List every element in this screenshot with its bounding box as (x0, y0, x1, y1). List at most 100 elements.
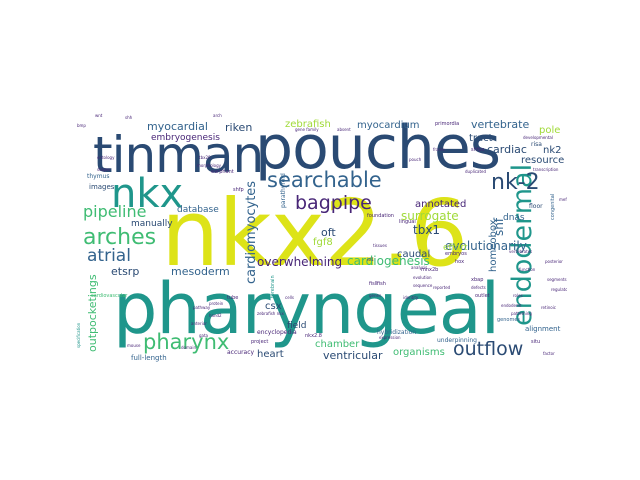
word-lingual: lingual (399, 219, 416, 225)
word-protein: protein (209, 301, 224, 306)
word-outlet: outlet (475, 293, 490, 299)
word-duplicated: duplicated (465, 169, 487, 174)
word-nk-2: nk-2 (491, 170, 540, 195)
word-reported: reported (433, 285, 451, 290)
word-mesoderm: mesoderm (171, 265, 230, 278)
word-pharynx: pharynx (143, 330, 230, 354)
word-csx: csx (265, 301, 282, 312)
word-nkx2-8: nkx2.8 (305, 333, 322, 339)
word-cloud: nkx2.6 pharyngeal pouches tinman nkx sea… (73, 108, 567, 374)
word-patterning: patterning (511, 311, 532, 316)
word-effort: effort (443, 243, 468, 253)
word-genomes: genomes (497, 317, 521, 323)
word-risa: risa (531, 141, 542, 148)
word-absent: absent (337, 127, 351, 132)
word-fgf8: fgf8 (313, 237, 333, 248)
word-cardiac: cardiac (487, 143, 527, 156)
word-retinoic: retinoic (541, 305, 556, 310)
word-developmental: developmental (523, 135, 553, 140)
word-identity: identity (403, 295, 419, 300)
word-shfps: shfps (471, 147, 485, 153)
word-alignment: alignment (525, 325, 561, 333)
word-chamber: chamber (315, 339, 360, 350)
word-xbap: xbap (471, 277, 484, 283)
word-encyclopedia: encyclopedia (257, 329, 297, 336)
word-vertebrate: vertebrate (471, 118, 530, 131)
word-floor: floor (529, 203, 543, 210)
word-arch: arch (213, 113, 222, 118)
word-isl1: isl1 (367, 257, 374, 262)
word-earphant: earphant (211, 169, 234, 175)
word-frame: frame (433, 147, 445, 152)
word-expression: expression (379, 335, 401, 340)
word-outpocketings: outpocketings (86, 274, 99, 352)
word-regulator: regulator (551, 287, 567, 292)
word-domain: domain (181, 345, 196, 350)
word-fish: fish (377, 281, 386, 287)
word-tinman: tinman (93, 126, 264, 184)
word-evolutionarily: evolutionarily (445, 239, 527, 253)
word-nkx: nkx (111, 171, 184, 217)
word-database: database (177, 205, 219, 215)
word-hybridization: hybridization (377, 329, 417, 336)
word-pathway: pathway (193, 305, 211, 310)
word-zebrafish-nkx: zebrafish nkx (257, 311, 284, 316)
word-tbx20: tbx20 (199, 155, 211, 160)
word-manually: manually (131, 219, 173, 229)
word-zebrafish: zebrafish (285, 119, 331, 130)
word-surrogate: surrogate (401, 209, 459, 223)
word-morphology: morphology (197, 163, 221, 168)
word-accuracy: accuracy (227, 349, 255, 356)
word-anterior: anterior (191, 321, 207, 326)
word-gata: gata (199, 333, 209, 338)
word-field: field (287, 321, 307, 331)
word-riken: riken (225, 121, 253, 134)
word-images: images (89, 183, 115, 191)
word-sequence: sequence (413, 283, 433, 288)
word-endoderm: endoderm (501, 303, 522, 308)
word-mef2: mef2 (559, 197, 567, 202)
word-specification: specification (76, 322, 81, 348)
word-gene-family: gene family (295, 127, 319, 132)
word-pharyngeal: pharyngeal (113, 268, 500, 350)
word-genes: genes (369, 293, 382, 298)
word-myocardium: myocardium (357, 120, 420, 131)
word-embryos: embryos (445, 251, 467, 257)
word-dnas: dnas (503, 213, 525, 223)
word-situ: situ (531, 339, 541, 345)
word-ontology: ontology (97, 155, 115, 160)
word-nk2: nk2 (543, 145, 562, 156)
word-segments: segments (547, 277, 567, 282)
word-etsrp: etsrp (111, 265, 140, 278)
word-annotated: annotated (415, 199, 467, 210)
word-wnt: wnt (95, 113, 103, 118)
word-ventricular: ventricular (323, 349, 383, 362)
word-shfp: shfp (233, 187, 244, 193)
word-primordia: primordia (435, 121, 460, 127)
word-function: function (519, 267, 536, 272)
word-vertebrates: vertebrates (509, 249, 533, 254)
word-analysis: analysis (411, 265, 428, 270)
word-forebrain: forebrain (270, 275, 276, 298)
word-mnx2b: mnx2b (421, 267, 439, 273)
word-transcription: transcription (533, 167, 559, 172)
word-resource: resource (521, 155, 565, 166)
word-bmp: bmp (77, 123, 86, 128)
word-atrial: atrial (87, 246, 131, 266)
word-pouch: pouch (409, 157, 422, 162)
word-outflow: outflow (453, 338, 524, 360)
word-fisll: fisll (369, 281, 378, 287)
word-mouse: mouse (127, 343, 141, 348)
word-thymus: thymus (87, 173, 110, 180)
word-arches: arches (83, 225, 157, 250)
word-pipeline: pipeline (83, 202, 147, 221)
word-factor: factor (543, 351, 555, 356)
word-posterior: posterior (545, 259, 563, 264)
word-pole: pole (539, 125, 561, 136)
word-project: project (251, 339, 269, 345)
word-caudal: caudal (397, 249, 431, 260)
word-pouches: pouches (255, 113, 501, 183)
word-stages: stages (97, 167, 111, 172)
word-tissues: tissues (373, 243, 387, 248)
word-tube: tube (227, 295, 239, 301)
